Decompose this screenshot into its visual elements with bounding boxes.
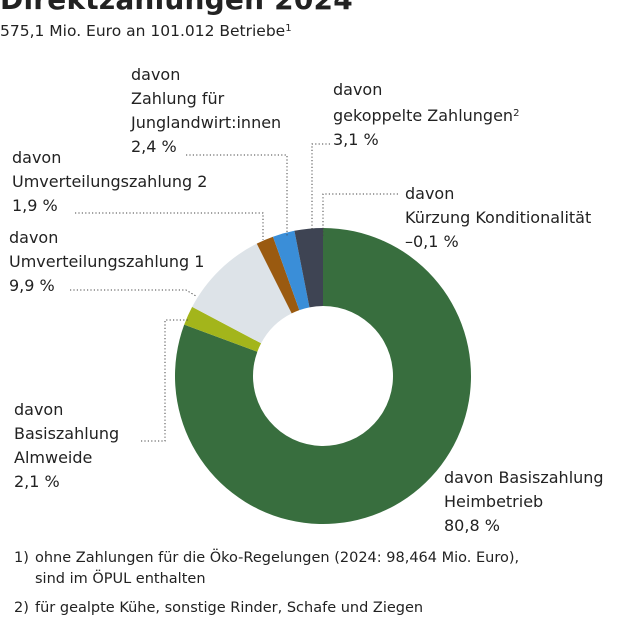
slice-label-line: 80,8 %: [444, 516, 500, 535]
slice-label-line: gekoppelte Zahlungen2: [333, 106, 520, 125]
slice-label-gekoppelt: davon gekoppelte Zahlungen2 3,1 %: [333, 78, 519, 152]
slice-label-line: Junglandwirt:innen: [131, 113, 282, 132]
slice-label-line: davon: [9, 228, 59, 247]
footnotes: 1) ohne Zahlungen für die Öko-Regelungen…: [14, 548, 519, 619]
leader-line-gekoppelt: [311, 143, 330, 231]
slice-label-line: davon: [333, 80, 383, 99]
footnote: 2) für gealpte Kühe, sonstige Rinder, Sc…: [14, 598, 519, 619]
footnote-ref: 2: [513, 108, 520, 119]
slice-label-line: davon Basiszahlung: [444, 468, 604, 487]
slice-label-line: 9,9 %: [9, 276, 55, 295]
chart-subtitle: 575,1 Mio. Euro an 101.012 Betriebe1: [0, 22, 292, 40]
footnote-number: 2): [14, 600, 29, 616]
subtitle-text: 575,1 Mio. Euro an 101.012 Betriebe: [0, 22, 286, 40]
slice-label-almweide: davon Basiszahlung Almweide 2,1 %: [14, 398, 119, 494]
footnote-number: 1): [14, 550, 29, 566]
slice-label-line: Zahlung für: [131, 89, 225, 108]
chart-title: Direktzahlungen 2024: [0, 0, 353, 16]
slice-label-line: Umverteilungszahlung 1: [9, 252, 205, 271]
slice-label-line: Basiszahlung: [14, 424, 120, 443]
slice-gekoppelt: [294, 228, 323, 308]
slice-label-line: Almweide: [14, 448, 93, 467]
slice-label-line: 3,1 %: [333, 130, 379, 149]
slice-label-line: Heimbetrieb: [444, 492, 544, 511]
footnote-line: ohne Zahlungen für die Öko-Regelungen (2…: [35, 550, 520, 566]
slice-umverteilung1: [192, 243, 292, 344]
leader-line-umverteilung2: [75, 212, 264, 240]
slice-label-line: 2,1 %: [14, 472, 60, 491]
slice-label-umverteilung1: davon Umverteilungszahlung 1 9,9 %: [9, 226, 204, 298]
slice-label-line: 2,4 %: [131, 137, 177, 156]
slice-almweide: [184, 306, 262, 352]
slice-label-line: davon: [12, 148, 62, 167]
slice-label-heimbetrieb: davon Basiszahlung Heimbetrieb 80,8 %: [444, 466, 604, 538]
footnote: 1) ohne Zahlungen für die Öko-Regelungen…: [14, 548, 519, 590]
slice-label-line: davon: [405, 184, 455, 203]
slice-label-junglandwirt: davon Zahlung für Junglandwirt:innen 2,4 %: [131, 63, 281, 159]
leader-line-almweide: [141, 319, 190, 442]
slice-label-konditionalitaet: davon Kürzung Konditionalität –0,1 %: [405, 182, 591, 254]
slice-label-line: Umverteilungszahlung 2: [12, 172, 208, 191]
slice-label-umverteilung2: davon Umverteilungszahlung 2 1,9 %: [12, 146, 207, 218]
slice-label-line: Kürzung Konditionalität: [405, 208, 592, 227]
footnote-line: sind im ÖPUL enthalten: [35, 571, 206, 587]
slice-label-line: 1,9 %: [12, 196, 58, 215]
slice-heimbetrieb: [175, 228, 471, 524]
slice-umverteilung2: [256, 236, 300, 314]
donut-slices: [175, 228, 471, 524]
footnote-line: für gealpte Kühe, sonstige Rinder, Schaf…: [35, 600, 424, 616]
leader-lines: [70, 143, 398, 442]
slice-junglandwirt: [272, 230, 310, 311]
subtitle-footnote-ref: 1: [285, 23, 292, 34]
slice-label-line: davon: [14, 400, 64, 419]
slice-konditionalitaet: [321, 228, 323, 307]
slice-label-line: –0,1 %: [405, 232, 459, 251]
leader-line-umverteilung1: [70, 289, 197, 297]
leader-line-konditionalitaet: [322, 193, 398, 236]
slice-label-line: davon: [131, 65, 181, 84]
